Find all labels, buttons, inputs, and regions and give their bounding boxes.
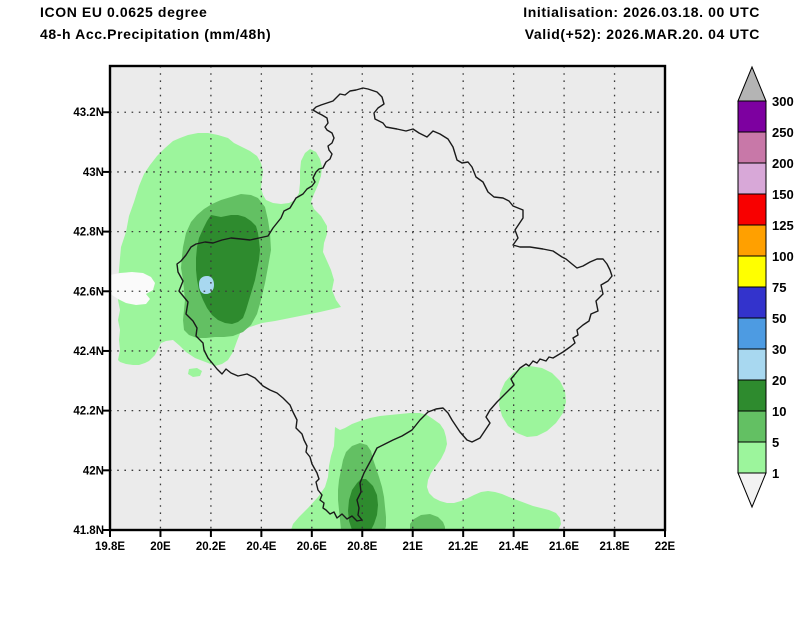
x-tick-label: 22E	[655, 541, 676, 553]
colorbar-tick-label: 30	[772, 342, 786, 357]
precip-fields	[110, 133, 566, 530]
precip-region-nw-20-30	[199, 276, 214, 294]
precip-hole-below-1	[110, 272, 155, 305]
colorbar-tick-label: 20	[772, 373, 786, 388]
axes: 19.8E 20E 20.2E 20.4E 20.6E 20.8E 21E 21.2E 21.4…	[73, 107, 675, 553]
precip-speck-1-5	[188, 368, 202, 377]
x-tick-label: 20.2E	[196, 541, 226, 553]
precip-region-south2-5-10	[410, 514, 445, 530]
x-tick-label: 20E	[150, 541, 171, 553]
colorbar-tick-label: 250	[772, 125, 794, 140]
colorbar-tick-label: 5	[772, 435, 779, 450]
colorbar-band	[737, 441, 767, 474]
colorbar-tick-label: 50	[772, 311, 786, 326]
colorbar-tick-label: 10	[772, 404, 786, 419]
colorbar-tick-label: 125	[772, 218, 794, 233]
y-tick-label: 42.2N	[73, 406, 104, 418]
colorbar-band	[737, 162, 767, 195]
colorbar-tick-label: 150	[772, 187, 794, 202]
x-tick-label: 21.8E	[600, 541, 630, 553]
x-tick-label: 21.4E	[499, 541, 529, 553]
y-tick-label: 42.4N	[73, 346, 104, 358]
colorbar-band	[737, 317, 767, 350]
y-tick-label: 42N	[83, 465, 104, 477]
x-tick-label: 21E	[402, 541, 423, 553]
gridlines	[110, 66, 665, 530]
colorbar-tick-label: 100	[772, 249, 794, 264]
colorbar-legend: 300 250 200 150 125 100 75 50 30 20 10 5 1	[737, 65, 794, 509]
model-title: ICON EU 0.0625 degree	[40, 4, 208, 20]
colorbar-tick-label: 1	[772, 466, 779, 481]
colorbar-tick-label: 300	[772, 94, 794, 109]
x-tick-label: 20.8E	[347, 541, 377, 553]
colorbar-band	[737, 286, 767, 319]
colorbar-tick-label: 200	[772, 156, 794, 171]
x-tick-label: 21.2E	[448, 541, 478, 553]
precip-region-south-10-20	[348, 479, 378, 530]
colorbar-band	[737, 131, 767, 164]
init-time-label: Initialisation: 2026.03.18. 00 UTC	[523, 4, 760, 20]
x-tick-label: 19.8E	[95, 541, 125, 553]
precip-region-se-1-5	[499, 366, 566, 437]
colorbar-band	[737, 379, 767, 412]
map-frame	[108, 64, 667, 532]
product-title: 48-h Acc.Precipitation (mm/48h)	[40, 26, 272, 42]
y-tick-label: 43.2N	[73, 107, 104, 119]
y-tick-label: 42.8N	[73, 227, 104, 239]
x-tick-label: 21.6E	[549, 541, 579, 553]
kosovo-border-outline	[176, 87, 613, 522]
colorbar-band	[737, 100, 767, 133]
colorbar-band	[737, 193, 767, 226]
colorbar-band	[737, 255, 767, 288]
y-tick-label: 43N	[83, 167, 104, 179]
x-tick-label: 20.6E	[297, 541, 327, 553]
colorbar-over-arrow	[737, 65, 767, 102]
colorbar-band	[737, 348, 767, 381]
colorbar-under-arrow	[737, 472, 767, 509]
valid-time-label: Valid(+52): 2026.MAR.20. 04 UTC	[524, 26, 760, 42]
colorbar-tick-label: 75	[772, 280, 786, 295]
x-tick-label: 20.4E	[246, 541, 276, 553]
colorbar-band	[737, 410, 767, 443]
y-tick-label: 41.8N	[73, 525, 104, 537]
y-tick-label: 42.6N	[73, 286, 104, 298]
colorbar-band	[737, 224, 767, 257]
